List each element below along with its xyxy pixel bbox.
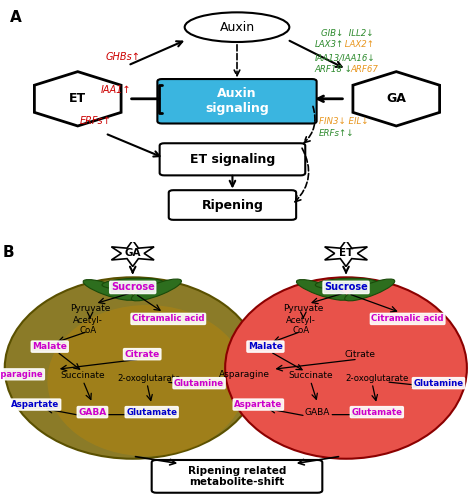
Ellipse shape: [47, 305, 246, 456]
Text: ET: ET: [339, 248, 353, 258]
Text: GABA: GABA: [305, 408, 330, 416]
FancyBboxPatch shape: [152, 460, 322, 493]
Ellipse shape: [315, 278, 377, 289]
Text: ET: ET: [69, 92, 86, 105]
Text: Glutamate: Glutamate: [126, 408, 177, 416]
Ellipse shape: [131, 279, 182, 301]
Ellipse shape: [296, 280, 348, 300]
Text: Auxin
signaling: Auxin signaling: [205, 87, 269, 115]
Ellipse shape: [345, 279, 395, 301]
Text: B: B: [2, 245, 14, 259]
Text: ET signaling: ET signaling: [190, 153, 275, 166]
Text: ERFs↑: ERFs↑: [80, 116, 112, 126]
FancyBboxPatch shape: [160, 143, 305, 175]
Text: Sucrose: Sucrose: [111, 283, 155, 292]
Text: ARF67: ARF67: [351, 65, 379, 74]
Text: Glutamine: Glutamine: [413, 378, 464, 388]
Polygon shape: [35, 72, 121, 126]
Ellipse shape: [5, 277, 261, 459]
Text: A: A: [9, 10, 21, 25]
Text: Glutamate: Glutamate: [351, 408, 402, 416]
Text: Asparagine: Asparagine: [0, 370, 44, 379]
Text: Citrate: Citrate: [345, 350, 376, 359]
FancyBboxPatch shape: [169, 190, 296, 220]
Text: Ripening related
metabolite-shift: Ripening related metabolite-shift: [188, 465, 286, 487]
Polygon shape: [353, 72, 439, 126]
Ellipse shape: [102, 278, 164, 289]
Text: FIN3↓ EIL↓: FIN3↓ EIL↓: [319, 117, 368, 125]
Text: GIB↓  ILL2↓: GIB↓ ILL2↓: [321, 29, 374, 38]
Text: Succinate: Succinate: [288, 371, 333, 380]
Text: IAA1↑: IAA1↑: [101, 85, 132, 95]
Text: Aspartate: Aspartate: [234, 400, 283, 409]
Text: 2-oxoglutarate: 2-oxoglutarate: [118, 373, 181, 383]
Ellipse shape: [83, 280, 135, 300]
Text: Citramalic acid: Citramalic acid: [132, 314, 204, 324]
Text: Sucrose: Sucrose: [324, 283, 368, 292]
Text: IAA13/IAA16↓: IAA13/IAA16↓: [314, 53, 375, 63]
Text: Acetyl-
CoA: Acetyl- CoA: [286, 316, 316, 335]
Text: GABA: GABA: [78, 408, 107, 416]
Text: LAX2↑: LAX2↑: [342, 40, 374, 49]
Text: ERFs↑↓: ERFs↑↓: [319, 129, 355, 138]
Text: Pyruvate: Pyruvate: [70, 304, 110, 313]
Text: Ripening: Ripening: [201, 199, 264, 211]
Text: GA: GA: [386, 92, 406, 105]
Text: Pyruvate: Pyruvate: [283, 304, 324, 313]
Text: Malate: Malate: [32, 342, 67, 351]
Text: Aspartate: Aspartate: [11, 400, 60, 409]
FancyBboxPatch shape: [157, 79, 317, 124]
Text: GHBs↑: GHBs↑: [106, 52, 141, 62]
Text: Auxin: Auxin: [219, 21, 255, 34]
Text: 2-oxoglutarate: 2-oxoglutarate: [345, 373, 409, 383]
Text: ARF18 ↓: ARF18 ↓: [314, 65, 352, 74]
Text: LAX3↑: LAX3↑: [314, 40, 344, 49]
Ellipse shape: [185, 12, 289, 42]
Text: Acetyl-
CoA: Acetyl- CoA: [73, 316, 103, 335]
Text: Citramalic acid: Citramalic acid: [372, 314, 444, 324]
Text: Malate: Malate: [248, 342, 283, 351]
Ellipse shape: [225, 277, 467, 459]
Polygon shape: [111, 240, 154, 266]
Polygon shape: [325, 240, 367, 266]
Text: Succinate: Succinate: [61, 371, 105, 380]
Text: Glutamine: Glutamine: [174, 378, 224, 388]
Text: Asparagine: Asparagine: [219, 370, 270, 379]
Text: Citrate: Citrate: [125, 350, 160, 359]
Text: GA: GA: [125, 248, 141, 258]
